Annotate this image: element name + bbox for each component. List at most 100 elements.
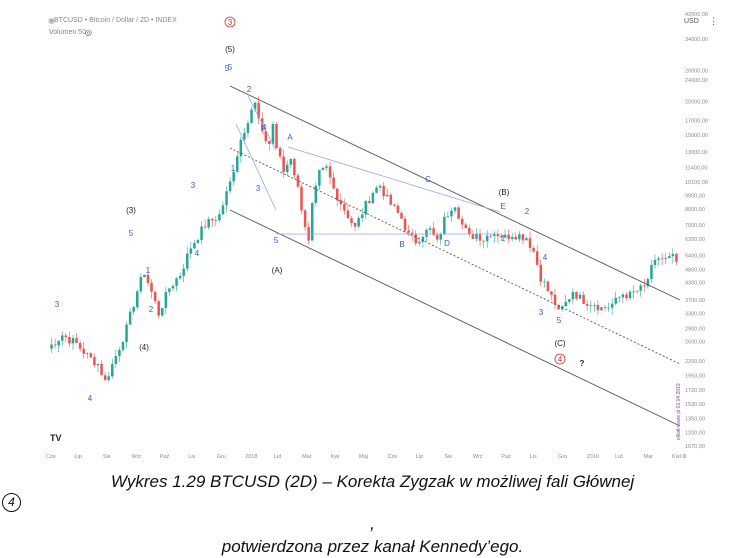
candle-body (618, 297, 621, 299)
wave-label: 2 (525, 207, 530, 216)
candle-body (218, 214, 221, 221)
candle-body (614, 297, 617, 304)
candle-body (610, 303, 614, 308)
candle-body (111, 363, 114, 377)
x-tick-label: Lip (416, 454, 423, 460)
eye-icon[interactable]: ◎ (85, 28, 92, 37)
candle-body (210, 218, 214, 221)
wave-label: 2 (149, 305, 154, 314)
candle-body (100, 363, 103, 376)
wave-label: 5 (274, 236, 279, 245)
candle-body (653, 259, 657, 266)
candle-body (378, 185, 382, 188)
candle-body (600, 307, 603, 311)
wave-label: 4 (558, 355, 563, 364)
candle-body (571, 292, 575, 300)
candle-body (446, 216, 450, 218)
wave-label: 5 (228, 63, 233, 72)
chart: BTCUSD • Bitcoin / Dollar / 2D • INDEX V… (46, 12, 718, 460)
candle-body (568, 299, 571, 302)
candle-body (78, 342, 82, 349)
candle-body (57, 340, 60, 346)
wave-label-circle (224, 16, 236, 28)
settings-icon[interactable]: ⚙ (682, 453, 687, 460)
candle-body (164, 291, 168, 309)
candle-body (371, 192, 375, 204)
candle-body (171, 285, 175, 289)
figure-caption: Wykres 1.29 BTCUSD (2D) – Korekta Zygzak… (0, 470, 745, 558)
candle-body (325, 166, 328, 168)
candle-body (278, 148, 282, 157)
more-options-icon[interactable]: ⋮ (709, 16, 718, 26)
candle-body (425, 229, 428, 237)
candle-body (136, 291, 139, 308)
wave-label: D (444, 239, 450, 248)
candle-body (528, 238, 532, 248)
candle-body (175, 278, 178, 286)
wave-label: 1 (501, 234, 506, 243)
channel-middle-line (229, 147, 681, 365)
candle-body (103, 375, 107, 380)
candle-body (121, 342, 125, 350)
candle-body (61, 335, 64, 341)
wave-label: 5 (225, 64, 230, 73)
candle-body (260, 118, 264, 131)
candle-body (353, 222, 357, 227)
candle-body (335, 188, 339, 201)
candle-body (253, 102, 257, 110)
candle-body (339, 200, 343, 205)
wave-label: (B) (499, 188, 510, 197)
wave-label: (4) (139, 343, 149, 352)
y-tick-label: 1350,00 (685, 417, 705, 423)
chart-title: BTCUSD • Bitcoin / Dollar / 2D • INDEX (54, 17, 177, 24)
candle-body (482, 240, 485, 242)
candle-body (521, 234, 525, 241)
y-tick-label: 2600,00 (685, 339, 705, 345)
wave-label: (3) (126, 206, 136, 215)
candle-body (235, 156, 239, 172)
candle-body (671, 253, 675, 257)
candle-body (200, 226, 203, 241)
candle-body (564, 301, 567, 307)
candle-body (243, 132, 246, 140)
candle-body (178, 275, 182, 279)
candle-body (364, 201, 368, 215)
candle-body (89, 353, 93, 358)
candle-body (493, 234, 496, 237)
candle-body (400, 212, 403, 219)
wave-label: ? (580, 359, 585, 368)
candle-body (464, 224, 468, 229)
caption-line-2: potwierdzona przez kanał Kennedy’ego. (221, 537, 524, 556)
candle-body (432, 228, 435, 236)
candle-body (53, 344, 57, 346)
y-tick-label: 8000,00 (685, 207, 705, 213)
y-tick-label: 34000,00 (685, 37, 708, 43)
wave-label: 1 (146, 266, 151, 275)
wave-label: 3 (228, 18, 233, 27)
candle-body (635, 290, 639, 292)
circled-wave-4: 4 (2, 493, 21, 512)
candle-body (350, 218, 353, 223)
candle-body (146, 274, 150, 283)
y-tick-label: 2200,00 (685, 359, 705, 365)
candle-body (607, 307, 610, 309)
wave-label: 1 (231, 164, 236, 173)
y-tick-label: 4800,00 (685, 267, 705, 273)
candle-body (285, 164, 289, 173)
wedge-lower-line (235, 123, 277, 211)
y-tick-label: 26000,00 (685, 68, 708, 74)
candle-body (518, 234, 521, 240)
candle-body (389, 194, 393, 205)
candle-body (196, 240, 200, 243)
candle-body (593, 305, 596, 306)
candle-body (239, 139, 243, 157)
candle-body (628, 291, 632, 299)
candle-body (114, 356, 118, 364)
candle-body (639, 285, 642, 291)
x-tick-label: Mar (644, 454, 654, 460)
x-tick-label: Sie (444, 454, 452, 460)
wave-label: 3 (55, 300, 60, 309)
candle-body (300, 186, 303, 211)
candle-body (532, 247, 535, 252)
wave-label: A (287, 133, 293, 142)
